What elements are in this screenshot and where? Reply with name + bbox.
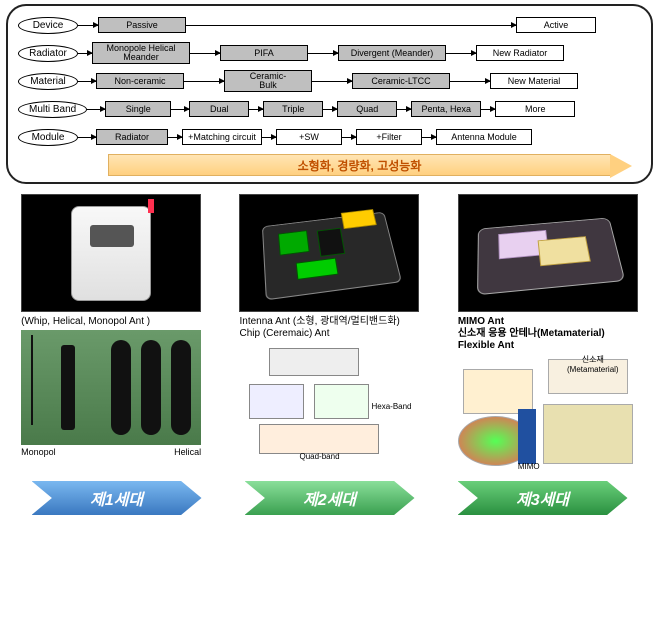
flow-arrow bbox=[190, 53, 220, 54]
flow-node: Non-ceramic bbox=[96, 73, 184, 89]
flow-node: Dual bbox=[189, 101, 249, 117]
gen2-badge: 제2세대 bbox=[245, 481, 415, 515]
evolution-row: Device Passive Active bbox=[18, 14, 641, 36]
gen1-antenna-types bbox=[21, 330, 201, 445]
flow-node: Quad bbox=[337, 101, 397, 117]
gen3-phone-image bbox=[458, 194, 638, 312]
flow-arrow bbox=[446, 53, 476, 54]
flow-arrow bbox=[262, 137, 276, 138]
flow-node: PIFA bbox=[220, 45, 308, 61]
flow-node: Radiator bbox=[96, 129, 168, 145]
flow-node: +Matching circuit bbox=[182, 129, 262, 145]
gen1-caption: (Whip, Helical, Monopol Ant ) bbox=[21, 316, 201, 328]
flow-node: More bbox=[495, 101, 575, 117]
gallery: (Whip, Helical, Monopol Ant ) Monopol He… bbox=[6, 194, 653, 469]
flow-arrow bbox=[323, 109, 337, 110]
evolution-row: Radiator Monopole HelicalMeander PIFA Diver… bbox=[18, 42, 641, 64]
flow-node: Ceramic-Bulk bbox=[224, 70, 312, 92]
trend-arrow: 소형화, 경량화, 고성능화 bbox=[108, 154, 611, 176]
row-source: Radiator bbox=[18, 45, 78, 62]
flow-node: Monopole HelicalMeander bbox=[92, 42, 190, 64]
gen2-caption: Intenna Ant (소형, 광대역/멀티밴드화) Chip (Cerema… bbox=[239, 316, 419, 340]
gen2-chip-images: Hexa-Band Quad-band bbox=[239, 342, 419, 457]
row-source: Module bbox=[18, 129, 78, 146]
flow-arrow bbox=[422, 137, 436, 138]
flow-arrow bbox=[186, 25, 516, 26]
flow-arrow bbox=[184, 81, 224, 82]
generation-row: 제1세대 제2세대 제3세대 bbox=[10, 481, 649, 515]
flow-arrow bbox=[87, 109, 105, 110]
gen1-phone-image bbox=[21, 194, 201, 312]
gen1-column: (Whip, Helical, Monopol Ant ) Monopol He… bbox=[11, 194, 211, 469]
evolution-row: Material Non-ceramic Ceramic-Bulk Ceramic-L… bbox=[18, 70, 641, 92]
monopol-label: Monopol bbox=[21, 447, 56, 457]
flow-node: Ceramic-LTCC bbox=[352, 73, 450, 89]
gen2-column: Intenna Ant (소형, 광대역/멀티밴드화) Chip (Cerema… bbox=[229, 194, 429, 469]
flow-arrow bbox=[78, 25, 98, 26]
row-source: Material bbox=[18, 73, 78, 90]
flow-arrow bbox=[171, 109, 189, 110]
flow-arrow bbox=[308, 53, 338, 54]
hexa-label: Hexa-Band bbox=[371, 402, 411, 411]
evolution-row: Module Radiator +Matching circuit +SW +Filte… bbox=[18, 126, 641, 148]
flow-arrow bbox=[342, 137, 356, 138]
flow-arrow bbox=[78, 53, 92, 54]
flow-node: Active bbox=[516, 17, 596, 33]
gen3-sub-images: 신소재(Metamaterial) MIMO bbox=[458, 354, 638, 469]
flow-node: Divergent (Meander) bbox=[338, 45, 446, 61]
flow-arrow bbox=[450, 81, 490, 82]
gen3-caption: MIMO Ant 신소재 응용 안테나(Metamaterial) Flexib… bbox=[458, 316, 638, 352]
quad-label: Quad-band bbox=[299, 452, 339, 461]
row-source: Multi Band bbox=[18, 101, 87, 118]
flow-node: Triple bbox=[263, 101, 323, 117]
gen3-column: MIMO Ant 신소재 응용 안테나(Metamaterial) Flexib… bbox=[448, 194, 648, 469]
flow-node: Penta, Hexa bbox=[411, 101, 481, 117]
gen3-badge: 제3세대 bbox=[458, 481, 628, 515]
flow-node: Antenna Module bbox=[436, 129, 532, 145]
flow-arrow bbox=[481, 109, 495, 110]
flow-node: Single bbox=[105, 101, 171, 117]
flow-arrow bbox=[78, 81, 96, 82]
flow-node: New Material bbox=[490, 73, 578, 89]
flow-arrow bbox=[168, 137, 182, 138]
flow-node: New Radiator bbox=[476, 45, 564, 61]
gen2-phone-image bbox=[239, 194, 419, 312]
flow-arrow bbox=[397, 109, 411, 110]
row-source: Device bbox=[18, 17, 78, 34]
gen1-sub-labels: Monopol Helical bbox=[21, 447, 201, 457]
helical-label: Helical bbox=[174, 447, 201, 457]
evolution-panel: Device Passive Active Radiator Monopole Heli… bbox=[6, 4, 653, 184]
flow-arrow bbox=[249, 109, 263, 110]
flow-arrow bbox=[78, 137, 96, 138]
mimo-label: MIMO bbox=[518, 462, 540, 471]
meta-label: 신소재(Metamaterial) bbox=[553, 354, 633, 374]
flow-node: Passive bbox=[98, 17, 186, 33]
trend-arrow-label: 소형화, 경량화, 고성능화 bbox=[298, 157, 422, 174]
flow-arrow bbox=[312, 81, 352, 82]
flow-node: +SW bbox=[276, 129, 342, 145]
gen1-badge: 제1세대 bbox=[32, 481, 202, 515]
flow-node: +Filter bbox=[356, 129, 422, 145]
evolution-row: Multi Band Single Dual Triple Quad Penta, Hex… bbox=[18, 98, 641, 120]
